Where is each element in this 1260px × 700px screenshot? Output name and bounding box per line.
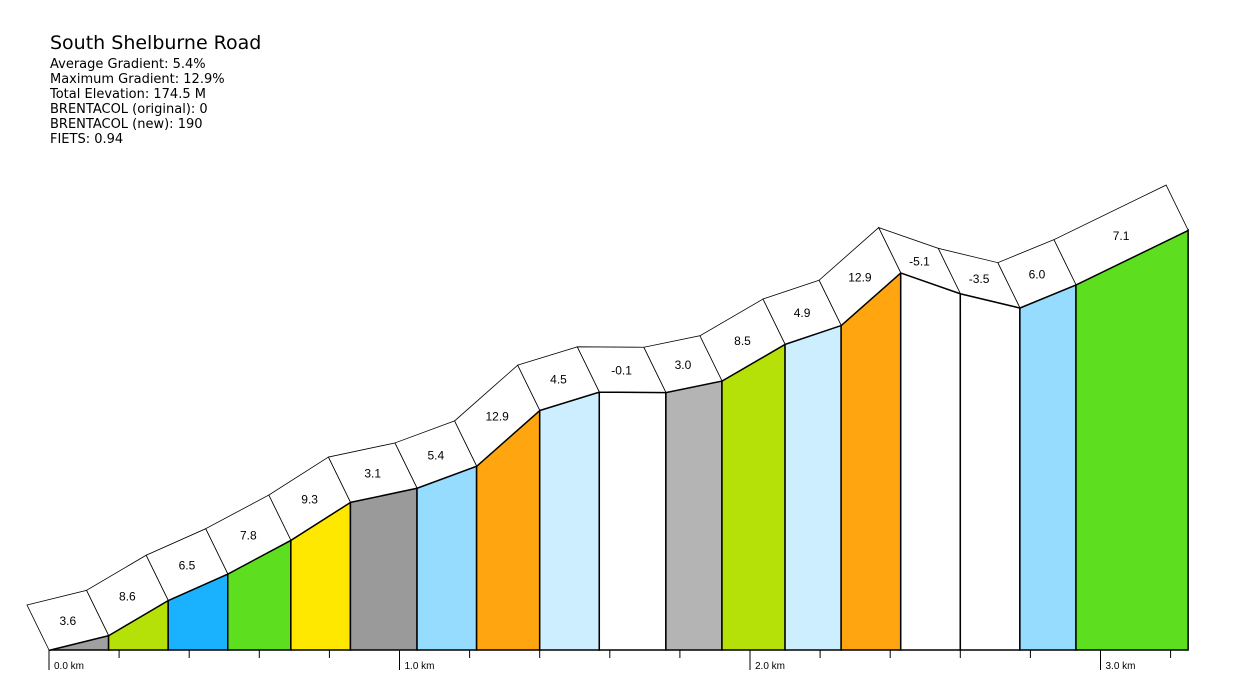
gradient-label-7: 5.4 [427,448,444,462]
gradient-label-13: 4.9 [794,306,811,320]
gradient-label-5: 9.3 [301,493,318,507]
gradient-label-11: 3.0 [675,358,692,372]
stat-brentacol-new: BRENTACOL (new): 190 [50,117,203,132]
chart-title: South Shelburne Road [50,32,262,54]
gradient-segment-15 [899,271,962,651]
gradient-label-16: -3.5 [969,272,990,286]
x-tick-label: 1.0 km [405,661,435,672]
gradient-label-4: 7.8 [240,528,257,542]
gradient-label-2: 8.6 [119,589,136,603]
gradient-label-12: 8.5 [734,334,751,348]
gradient-label-14: 12.9 [848,270,872,284]
stat-total-elevation: Total Elevation: 174.5 M [50,87,206,102]
stat-average-gradient: Average Gradient: 5.4% [50,57,206,72]
gradient-segment-18 [1075,228,1189,651]
gradient-segment-6 [349,487,418,651]
label-cap-group: 3.6 8.6 6.5 7.8 9.3 3.1 5.4 12.9 4.5 -0.1 3.0 8.5 4.… [26,184,1189,651]
stat-maximum-gradient: Maximum Gradient: 12.9% [50,72,225,87]
gradient-segment-12 [721,342,786,651]
gradient-segment-7 [416,464,478,651]
gradient-label-18: 7.1 [1113,229,1130,243]
gradient-label-10: -0.1 [611,364,632,378]
segment-cap-18 [1053,184,1189,286]
x-tick-label: 0.0 km [54,661,84,672]
chart-header: South Shelburne Road Average Gradient: 5… [50,32,261,147]
gradient-label-8: 12.9 [485,410,509,424]
x-axis: 0.0 km 1.0 km 2.0 km 3.0 km [48,649,1189,672]
gradient-label-3: 6.5 [179,558,196,572]
gradient-label-1: 3.6 [59,614,76,628]
gradient-segment-9 [538,390,601,651]
gradient-segment-17 [1019,283,1077,651]
stat-fiets: FIETS: 0.94 [50,132,124,147]
gradient-segment-14 [840,270,902,651]
gradient-label-6: 3.1 [364,466,381,480]
x-tick-label: 2.0 km [755,661,785,672]
gradient-label-17: 6.0 [1029,268,1046,282]
gradient-segment-16 [959,292,1021,651]
gradient-segment-10 [598,391,667,651]
gradient-label-15: -5.1 [909,254,930,268]
gradient-segment-11 [665,379,723,651]
x-tick-label: 3.0 km [1106,661,1136,672]
gradient-label-9: 4.5 [550,372,567,386]
stat-brentacol-original: BRENTACOL (original): 0 [50,102,208,117]
gradient-segment-13 [784,324,842,651]
